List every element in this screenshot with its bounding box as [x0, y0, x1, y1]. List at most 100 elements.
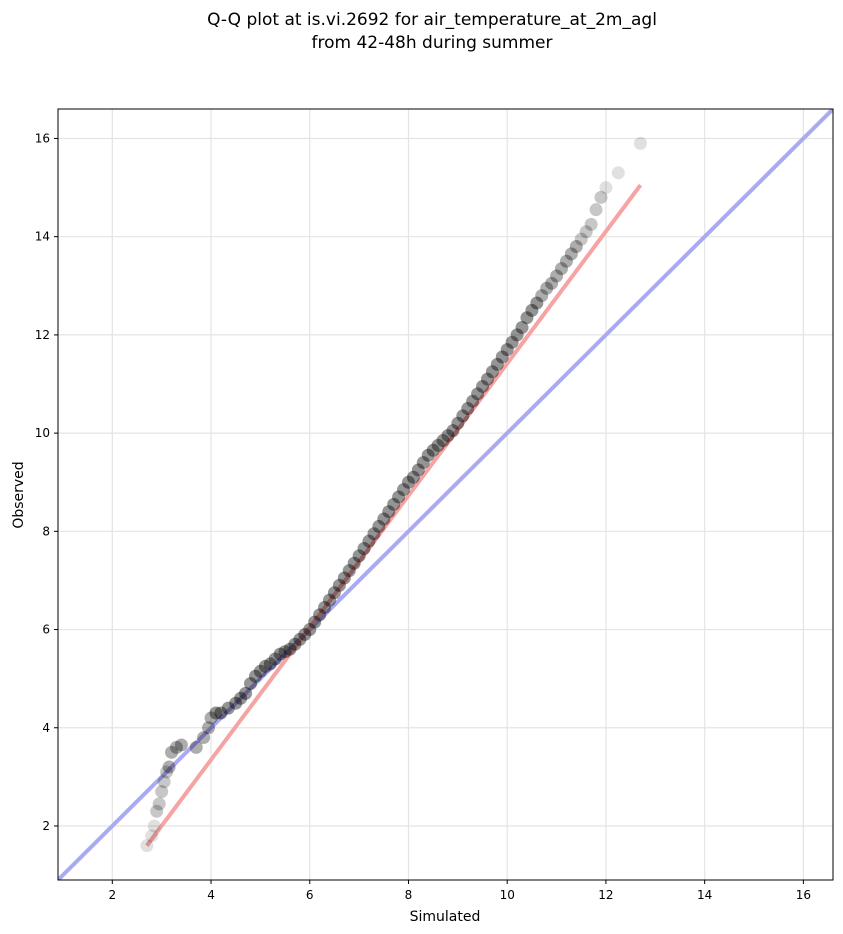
qq-point	[633, 136, 647, 150]
qq-point	[515, 321, 529, 335]
qq-point	[446, 424, 460, 438]
qq-point	[387, 497, 401, 511]
qq-point	[174, 738, 188, 752]
qq-point	[574, 232, 588, 246]
qq-point	[244, 677, 258, 691]
qq-point	[342, 564, 356, 578]
qq-point	[160, 765, 174, 779]
x-tick-label: 10	[500, 888, 515, 902]
qq-point	[466, 394, 480, 408]
x-tick-label: 8	[405, 888, 413, 902]
grid	[58, 109, 833, 880]
qq-point	[584, 217, 598, 231]
chart-subtitle: from 42-48h during summer	[312, 33, 553, 53]
qq-point	[456, 409, 470, 423]
x-tick-label: 14	[697, 888, 712, 902]
qq-point	[406, 470, 420, 484]
qq-point	[421, 448, 435, 462]
qq-point	[209, 706, 223, 720]
qq-point	[147, 819, 161, 833]
qq-point	[520, 311, 534, 325]
qq-point	[594, 190, 608, 204]
qq-point	[313, 608, 327, 622]
qq-point	[140, 839, 154, 853]
qq-point	[293, 632, 307, 646]
qq-point	[253, 664, 267, 678]
identity-line	[58, 109, 833, 880]
x-tick-label: 2	[108, 888, 116, 902]
x-axis-label: Simulated	[410, 909, 481, 925]
qq-point	[401, 475, 415, 489]
qq-point	[480, 372, 494, 386]
y-axis-label: Observed	[11, 461, 27, 528]
qq-point	[555, 262, 569, 276]
qq-point	[318, 600, 332, 614]
qq-point	[471, 387, 485, 401]
qq-point	[495, 350, 509, 364]
qq-point	[540, 281, 554, 295]
qq-point	[367, 527, 381, 541]
qq-point	[352, 549, 366, 563]
qq-point	[332, 578, 346, 592]
qq-point	[308, 615, 322, 629]
axis-ticks: 2 4 6 8 10 12 14 16 2 4 6 8 10 12 14 16	[35, 131, 811, 902]
qq-point	[197, 731, 211, 745]
qq-point	[426, 443, 440, 457]
qq-point	[461, 402, 475, 416]
qq-point	[347, 556, 361, 570]
qq-point	[278, 645, 292, 659]
qq-point	[382, 505, 396, 519]
qq-point	[505, 335, 519, 349]
qq-point	[189, 740, 203, 754]
qq-point	[202, 721, 216, 735]
qq-point	[579, 225, 593, 239]
qq-point	[451, 416, 465, 430]
qq-point	[298, 627, 312, 641]
qq-point	[510, 328, 524, 342]
y-tick-label: 2	[42, 819, 50, 833]
x-tick-label: 4	[207, 888, 215, 902]
qq-point	[322, 593, 336, 607]
y-tick-label: 14	[35, 230, 50, 244]
qq-point	[152, 797, 166, 811]
qq-point	[431, 438, 445, 452]
qq-point	[169, 740, 183, 754]
qq-point	[476, 379, 490, 393]
qq-point	[416, 456, 430, 470]
qq-point	[535, 289, 549, 303]
qq-point	[288, 637, 302, 651]
qq-point	[372, 519, 386, 533]
qq-point	[283, 642, 297, 656]
qq-point	[611, 166, 625, 180]
qq-point	[303, 623, 317, 637]
x-tick-label: 6	[306, 888, 314, 902]
qq-point	[530, 296, 544, 310]
qq-point	[589, 203, 603, 217]
qq-point	[362, 534, 376, 548]
qq-point	[239, 686, 253, 700]
qq-point	[337, 571, 351, 585]
qq-point	[545, 276, 559, 290]
qq-point	[436, 433, 450, 447]
y-tick-label: 6	[42, 623, 50, 637]
y-tick-label: 4	[42, 721, 50, 735]
qq-point	[157, 775, 171, 789]
qq-point	[485, 365, 499, 379]
qq-point	[397, 483, 411, 497]
qq-point	[263, 657, 277, 671]
y-tick-label: 10	[35, 426, 50, 440]
qq-point	[268, 652, 282, 666]
plot-area	[57, 108, 834, 881]
y-tick-label: 12	[35, 328, 50, 342]
qq-point	[150, 804, 164, 818]
qq-point	[564, 247, 578, 261]
qq-point	[273, 647, 287, 661]
qq-point	[258, 659, 272, 673]
qq-point	[155, 785, 169, 799]
x-tick-label: 16	[796, 888, 811, 902]
y-tick-label: 8	[42, 524, 50, 538]
qq-point	[550, 269, 564, 283]
qq-point	[392, 490, 406, 504]
qq-point	[377, 512, 391, 526]
